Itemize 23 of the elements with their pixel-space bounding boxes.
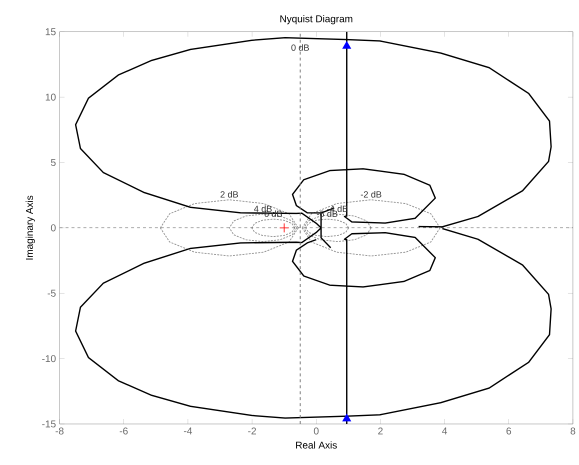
y-tick-label: 15: [46, 28, 56, 36]
x-tick-label: -2: [248, 428, 256, 435]
annotation: 4 dB: [254, 206, 272, 212]
x-tick-label: -6: [120, 428, 128, 435]
x-tick-label: -4: [184, 428, 192, 434]
x-axis-title: Real Axis: [296, 441, 337, 449]
x-tick-label: 0: [314, 428, 319, 435]
y-tick-label: 5: [50, 159, 56, 166]
x-tick-label: 4: [442, 428, 448, 434]
annotation: 2 dB: [220, 191, 238, 198]
y-tick-label: 0: [50, 224, 56, 232]
annotation: -2 dB: [360, 191, 382, 198]
y-tick-label: 10: [46, 94, 56, 101]
y-tick-label: -5: [48, 290, 56, 297]
y-tick-label: -15: [42, 420, 56, 428]
x-tick-label: 6: [506, 428, 512, 435]
chart-title: Nyquist Diagram: [280, 15, 352, 24]
x-tick-label: 8: [570, 428, 576, 435]
x-tick-label: 2: [378, 428, 383, 435]
ref-line-label: 0 dB: [291, 44, 309, 51]
x-tick-label: -8: [56, 428, 64, 435]
y-axis-title: Imaginary Axis: [26, 196, 35, 260]
y-tick-label: -10: [42, 355, 56, 362]
